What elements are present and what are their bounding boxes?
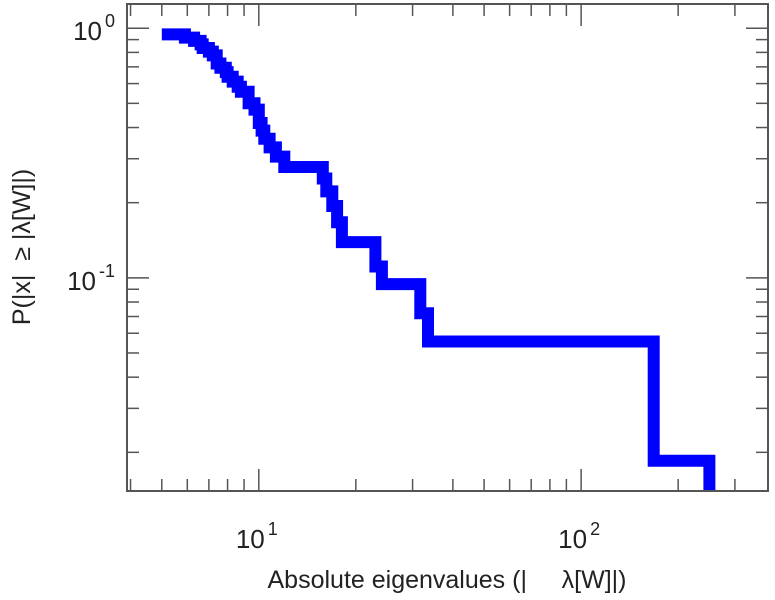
x-tick-labels: 10 1 10 2 <box>236 519 600 554</box>
y-tick-label: 10 -1 <box>67 261 115 296</box>
x-axis-title: Absolute eigenvalues (| λ[W]|) <box>268 566 627 594</box>
x-tick-label: 10 1 <box>236 519 278 554</box>
plot-frame <box>126 3 769 492</box>
y-axis-title: P(|x| ≥ |λ[W]|) <box>8 169 36 325</box>
series-line <box>161 28 716 491</box>
series-layer <box>161 28 716 491</box>
axis-ticks <box>127 4 768 491</box>
y-tick-label: 10 0 <box>73 11 115 46</box>
x-tick-label: 10 2 <box>558 519 600 554</box>
